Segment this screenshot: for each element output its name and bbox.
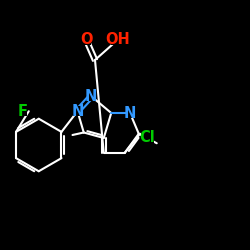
FancyBboxPatch shape	[81, 35, 91, 45]
FancyBboxPatch shape	[126, 108, 134, 118]
FancyBboxPatch shape	[111, 35, 124, 45]
Text: OH: OH	[105, 32, 130, 48]
Text: F: F	[18, 104, 28, 119]
FancyBboxPatch shape	[73, 106, 82, 116]
FancyBboxPatch shape	[87, 91, 96, 101]
Text: N: N	[124, 106, 136, 120]
FancyBboxPatch shape	[18, 106, 27, 116]
FancyBboxPatch shape	[141, 132, 154, 143]
Text: O: O	[80, 32, 92, 48]
Text: N: N	[85, 89, 98, 104]
Text: N: N	[71, 104, 84, 119]
Text: Cl: Cl	[140, 130, 156, 145]
